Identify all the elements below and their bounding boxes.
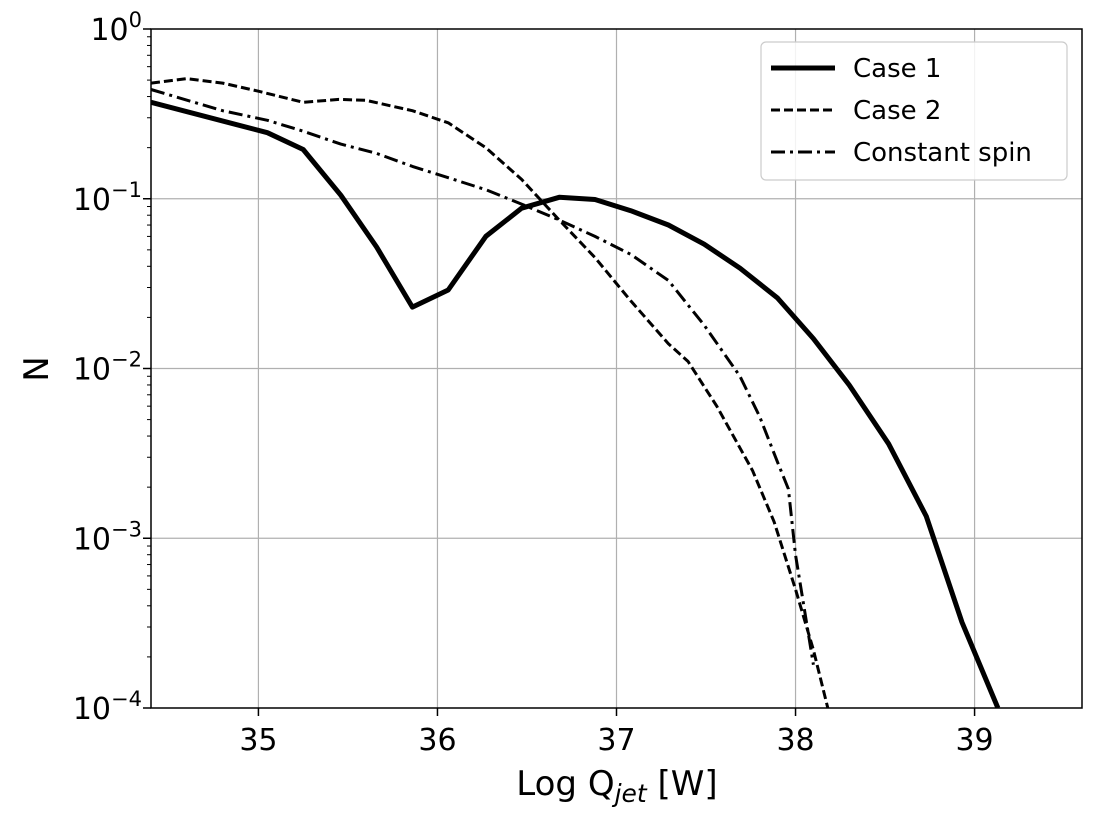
series-line-2: [151, 77, 830, 708]
legend-box: [760, 41, 1068, 181]
legend-label-case-1: Case 1: [853, 54, 941, 84]
x-tick-label: 35: [239, 723, 277, 758]
y-axis-ticks: 10−4 10−3 10−2 10−1 100: [73, 8, 151, 727]
legend-label-case-2: Case 2: [853, 96, 941, 126]
y-tick-label: 100: [90, 8, 142, 48]
legend: Case 1 Case 2 Constant spin: [760, 41, 1068, 181]
y-tick-label: 10−1: [73, 178, 142, 218]
y-tick-label: 10−4: [73, 687, 142, 727]
series-lines: [151, 77, 1001, 708]
x-tick-label: 39: [955, 723, 993, 758]
y-tick-label: 10−3: [73, 517, 142, 557]
x-axis-ticks: 35 36 37 38 39: [239, 708, 994, 758]
x-tick-label: 38: [776, 723, 814, 758]
y-axis-label: N: [17, 356, 57, 381]
series-line-3: [151, 88, 815, 665]
x-tick-label: 36: [418, 723, 456, 758]
y-tick-label: 10−2: [73, 348, 142, 388]
x-tick-label: 37: [597, 723, 635, 758]
series-line-1: [151, 99, 1001, 708]
legend-label-constant-spin: Constant spin: [853, 138, 1032, 168]
x-axis-label: Log Qjet [W]: [516, 764, 717, 808]
